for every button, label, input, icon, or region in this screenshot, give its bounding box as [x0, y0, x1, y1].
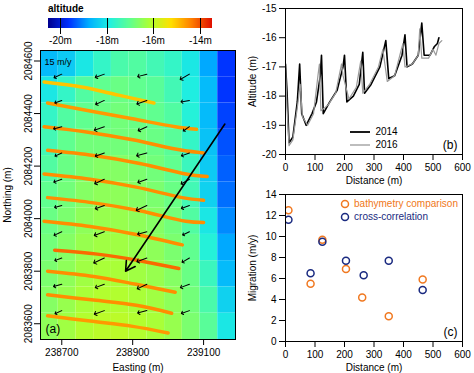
html-text:bathymetry comparison: bathymetry comparison: [354, 198, 458, 209]
svg-text:8: 8: [271, 252, 277, 263]
svg-text:(b): (b): [443, 138, 458, 152]
svg-text:-20m: -20m: [49, 35, 72, 46]
svg-text:0: 0: [271, 336, 277, 347]
svg-text:500: 500: [425, 349, 442, 360]
svg-text:-17: -17: [262, 61, 277, 72]
svg-text:-18: -18: [262, 90, 277, 101]
svg-text:15 m/y: 15 m/y: [45, 57, 73, 67]
svg-text:300: 300: [366, 162, 383, 173]
svg-text:-16m: -16m: [142, 35, 165, 46]
svg-text:Northing (m): Northing (m): [2, 167, 13, 223]
svg-text:14: 14: [265, 189, 277, 200]
svg-text:Migration (m/y): Migration (m/y): [247, 235, 258, 302]
svg-text:Distance (m): Distance (m): [346, 175, 403, 186]
svg-text:500: 500: [425, 162, 442, 173]
svg-text:2084200: 2084200: [23, 146, 34, 185]
svg-text:Distance (m): Distance (m): [346, 362, 403, 373]
svg-text:(c): (c): [444, 325, 458, 339]
svg-text:-16: -16: [262, 32, 277, 43]
html-text:2016: 2016: [375, 139, 398, 150]
svg-text:100: 100: [307, 162, 324, 173]
svg-text:altitude: altitude: [48, 3, 84, 14]
svg-text:-20: -20: [262, 149, 277, 160]
svg-text:(a): (a): [46, 322, 61, 336]
svg-text:0: 0: [283, 162, 289, 173]
svg-text:100: 100: [307, 349, 324, 360]
svg-text:200: 200: [336, 349, 353, 360]
svg-text:Easting (m): Easting (m): [112, 362, 163, 373]
svg-text:-14m: -14m: [189, 35, 212, 46]
svg-text:6: 6: [271, 273, 277, 284]
svg-text:0: 0: [283, 349, 289, 360]
svg-text:2084400: 2084400: [23, 94, 34, 133]
svg-text:-18m: -18m: [96, 35, 119, 46]
svg-text:400: 400: [395, 162, 412, 173]
svg-text:-19: -19: [262, 120, 277, 131]
svg-text:2083600: 2083600: [23, 304, 34, 343]
html-text:cross-correlation: cross-correlation: [354, 211, 428, 222]
svg-text:Altitude (m): Altitude (m): [247, 56, 258, 107]
html-text:2014: 2014: [375, 126, 398, 137]
svg-text:600: 600: [454, 162, 471, 173]
svg-text:600: 600: [454, 349, 471, 360]
svg-text:4: 4: [271, 294, 277, 305]
svg-text:300: 300: [366, 349, 383, 360]
svg-text:2084600: 2084600: [23, 41, 34, 80]
svg-text:-15: -15: [262, 3, 277, 14]
svg-text:2: 2: [271, 315, 277, 326]
svg-text:238900: 238900: [116, 347, 150, 358]
svg-text:12: 12: [265, 210, 277, 221]
svg-text:238700: 238700: [45, 347, 79, 358]
svg-text:2084000: 2084000: [23, 199, 34, 238]
svg-text:2083800: 2083800: [23, 251, 34, 290]
svg-text:400: 400: [395, 349, 412, 360]
svg-text:200: 200: [336, 162, 353, 173]
svg-text:239100: 239100: [187, 347, 221, 358]
svg-text:10: 10: [265, 231, 277, 242]
